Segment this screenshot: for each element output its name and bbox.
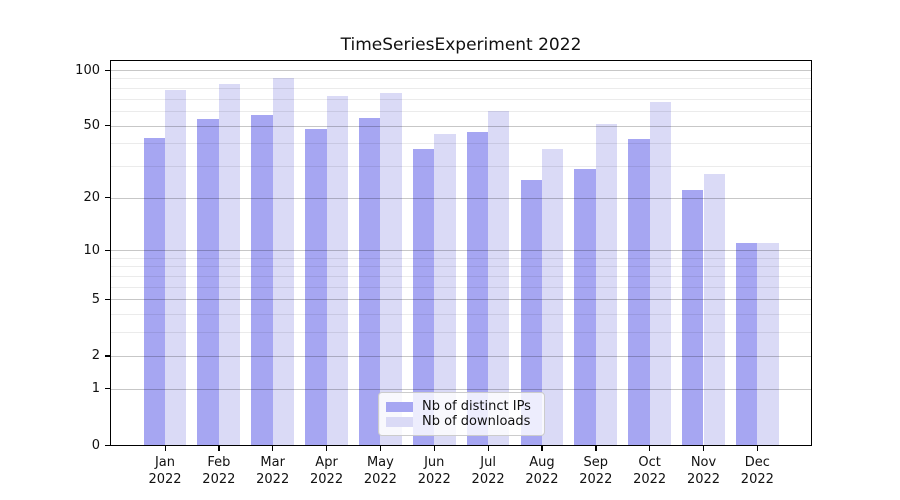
- legend-row-nb-of-distinct-ips: Nb of distinct IPs: [386, 399, 534, 414]
- bar-nb-of-distinct-ips-jul: [466, 132, 489, 445]
- bar-nb-of-distinct-ips-jun: [412, 149, 435, 445]
- bar-nb-of-distinct-ips-oct: [628, 139, 650, 445]
- bar-nb-of-downloads-nov: [703, 174, 725, 445]
- legend-label-nb-of-distinct-ips: Nb of distinct IPs: [422, 399, 531, 414]
- x-tick-mark: [595, 446, 597, 451]
- bar-nb-of-downloads-may: [380, 93, 402, 445]
- x-tick-label-oct: Oct 2022: [633, 455, 667, 487]
- x-tick-mark: [541, 446, 543, 451]
- bar-nb-of-downloads-apr: [326, 96, 348, 445]
- x-tick-mark: [487, 446, 489, 451]
- x-tick-label-aug: Aug 2022: [525, 455, 559, 487]
- y-tick-mark: [105, 298, 110, 301]
- y-tick-label: 5: [91, 291, 100, 307]
- y-tick-mark: [105, 197, 110, 199]
- bar-nb-of-downloads-mar: [272, 77, 295, 445]
- bar-nb-of-downloads-feb: [218, 84, 241, 445]
- y-tick-label: 20: [83, 190, 100, 206]
- y-tick-label: 10: [83, 242, 100, 258]
- x-tick-mark: [218, 446, 220, 451]
- bar-nb-of-distinct-ips-aug: [520, 180, 542, 445]
- y-tick-mark: [105, 249, 110, 251]
- x-tick-label-dec: Dec 2022: [740, 455, 774, 487]
- y-tick-label: 2: [91, 348, 100, 364]
- x-tick-label-mar: Mar 2022: [256, 455, 290, 487]
- y-tick-label: 0: [91, 437, 100, 453]
- x-tick-label-nov: Nov 2022: [686, 455, 721, 487]
- bar-nb-of-downloads-sep: [595, 123, 618, 445]
- bar-nb-of-downloads-jul: [488, 110, 510, 445]
- y-tick-mark: [105, 355, 110, 357]
- x-tick-mark: [649, 446, 651, 451]
- bar-nb-of-distinct-ips-sep: [574, 168, 596, 445]
- bar-nb-of-distinct-ips-mar: [251, 115, 273, 445]
- legend-swatch-nb-of-downloads-icon: [386, 416, 413, 427]
- y-tick-mark: [105, 69, 110, 71]
- x-tick-mark: [379, 446, 382, 451]
- bar-nb-of-distinct-ips-may: [359, 117, 381, 445]
- y-tick-label: 100: [75, 62, 100, 78]
- x-tick-label-sep: Sep 2022: [579, 455, 613, 487]
- x-tick-label-jun: Jun 2022: [417, 455, 451, 487]
- bar-nb-of-downloads-oct: [649, 102, 672, 445]
- x-tick-mark: [326, 446, 328, 451]
- x-tick-label-jul: Jul 2022: [471, 455, 505, 487]
- chart-title: TimeSeriesExperiment 2022: [340, 35, 582, 55]
- legend-swatch-nb-of-distinct-ips-icon: [386, 401, 413, 412]
- y-tick-mark: [105, 444, 110, 446]
- y-tick-mark: [105, 388, 110, 390]
- bar-nb-of-distinct-ips-apr: [305, 128, 327, 445]
- bar-nb-of-downloads-jun: [434, 133, 456, 445]
- x-tick-label-may: May 2022: [363, 455, 397, 487]
- bar-nb-of-distinct-ips-dec: [735, 243, 758, 445]
- y-tick-mark: [105, 125, 110, 127]
- legend: Nb of distinct IPs Nb of downloads: [378, 392, 545, 436]
- x-tick-label-apr: Apr 2022: [310, 455, 344, 487]
- x-tick-mark: [164, 446, 166, 451]
- bar-nb-of-downloads-dec: [757, 243, 779, 445]
- x-tick-mark: [703, 446, 705, 451]
- bar-nb-of-distinct-ips-feb: [197, 119, 219, 445]
- x-tick-label-jan: Jan 2022: [148, 455, 182, 487]
- x-tick-mark: [272, 446, 274, 451]
- x-tick-label-feb: Feb 2022: [202, 455, 236, 487]
- x-tick-mark: [433, 446, 436, 451]
- y-tick-label: 50: [83, 118, 100, 134]
- bar-nb-of-distinct-ips-nov: [682, 190, 704, 445]
- legend-label-nb-of-downloads: Nb of downloads: [422, 414, 531, 429]
- y-tick-label: 1: [91, 381, 100, 397]
- bar-nb-of-distinct-ips-jan: [143, 137, 165, 445]
- x-tick-mark: [756, 446, 759, 451]
- legend-row-nb-of-downloads: Nb of downloads: [386, 414, 534, 429]
- bar-nb-of-downloads-aug: [541, 149, 564, 445]
- bar-nb-of-downloads-jan: [165, 89, 187, 445]
